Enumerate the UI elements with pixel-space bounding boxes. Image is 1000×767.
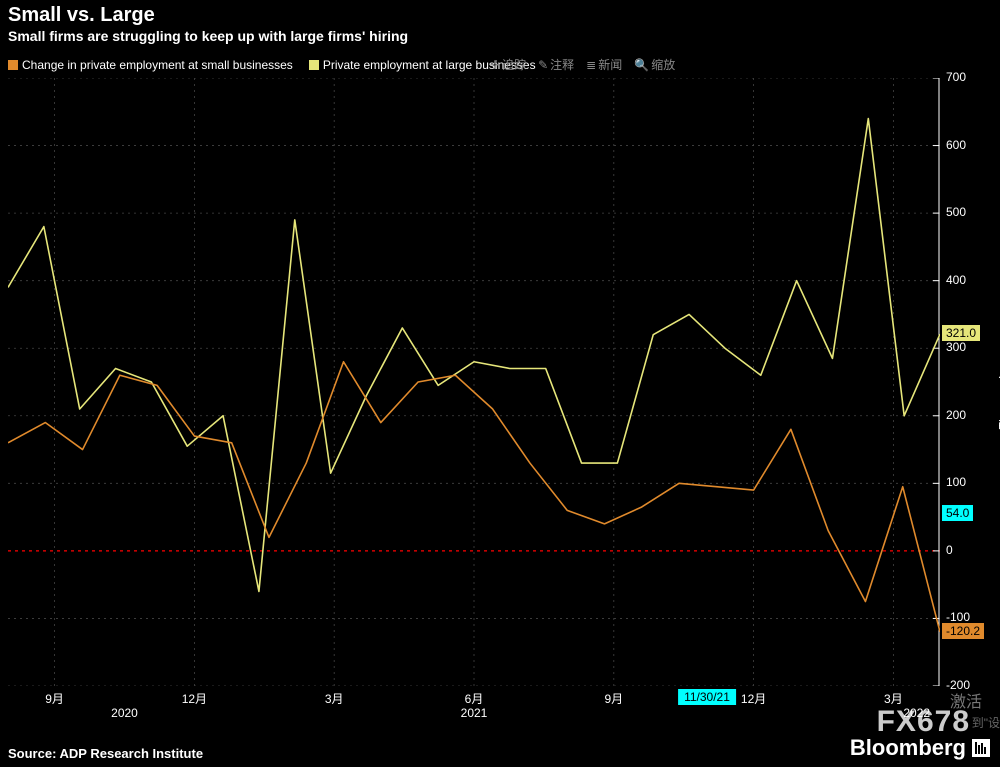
- brand-icon: [972, 739, 990, 757]
- legend-swatch-small: [8, 60, 18, 70]
- x-tick-month: 3月: [325, 690, 344, 707]
- toolbar-annotate[interactable]: ✎ 注释: [538, 56, 574, 73]
- y-tick: 300: [946, 340, 966, 354]
- legend-swatch-large: [309, 60, 319, 70]
- chart-title: Small vs. Large: [8, 4, 155, 27]
- windows-activate-sub: 到"设: [972, 714, 1000, 731]
- toolbar-news[interactable]: ≣ 新闻: [586, 56, 622, 73]
- value-badge: -120.2: [942, 623, 984, 639]
- y-axis-label: Thousands: [996, 370, 1000, 429]
- value-badge: 54.0: [942, 505, 973, 521]
- legend: Change in private employment at small bu…: [8, 58, 536, 72]
- value-badge: 321.0: [942, 325, 980, 341]
- y-tick: 500: [946, 205, 966, 219]
- x-tick-month: 3月: [884, 690, 903, 707]
- plot-area: [8, 78, 940, 686]
- x-tick-month: 12月: [741, 690, 766, 707]
- x-tick-year: 2021: [461, 706, 488, 720]
- y-tick: -200: [946, 678, 970, 692]
- brand: Bloomberg: [850, 735, 990, 761]
- x-tick-month: 12月: [182, 690, 207, 707]
- x-tick-month: 9月: [604, 690, 623, 707]
- x-tick-year: 2022: [903, 706, 930, 720]
- y-tick: 200: [946, 408, 966, 422]
- source-text: Source: ADP Research Institute: [8, 746, 203, 761]
- toolbar-track[interactable]: ✛ 追踪: [490, 56, 526, 73]
- y-tick: 400: [946, 273, 966, 287]
- y-tick: 600: [946, 138, 966, 152]
- legend-item-small[interactable]: Change in private employment at small bu…: [8, 58, 293, 72]
- brand-text: Bloomberg: [850, 735, 966, 761]
- toolbar: ✛ 追踪 ✎ 注释 ≣ 新闻 🔍 缩放: [490, 56, 675, 73]
- x-tick-month: 9月: [45, 690, 64, 707]
- y-tick: 0: [946, 543, 953, 557]
- toolbar-zoom[interactable]: 🔍 缩放: [634, 56, 675, 73]
- chart-container: Small vs. Large Small firms are struggli…: [0, 0, 1000, 767]
- legend-label-small: Change in private employment at small bu…: [22, 58, 293, 72]
- x-tick-month: 6月: [465, 690, 484, 707]
- chart-subtitle: Small firms are struggling to keep up wi…: [8, 28, 408, 44]
- y-tick: 700: [946, 70, 966, 84]
- highlight-date-badge: 11/30/21: [678, 689, 736, 705]
- x-tick-year: 2020: [111, 706, 138, 720]
- y-tick: 100: [946, 475, 966, 489]
